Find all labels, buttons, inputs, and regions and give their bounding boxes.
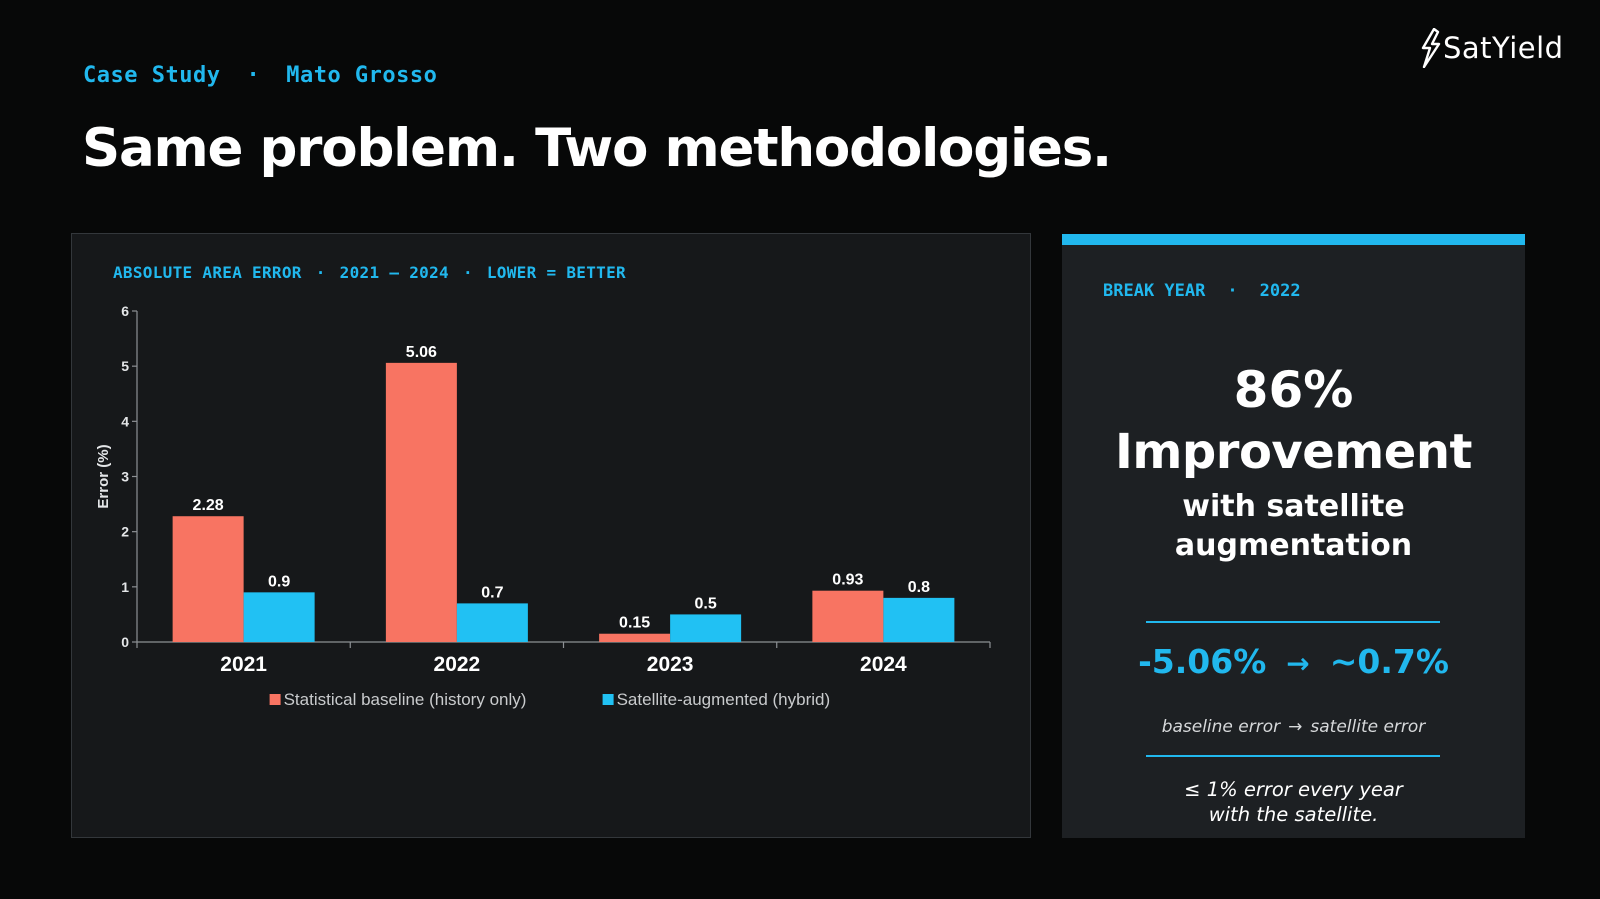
improvement-sublabel: with satellite augmentation [1062,487,1525,565]
eyebrow-category: Case Study [83,63,221,88]
improvement-value: 86% [1233,361,1354,419]
break-year-label: BREAK YEAR [1103,281,1206,301]
break-year-value: 2022 [1259,281,1301,301]
bar-value-label: 0.8 [908,579,930,596]
bar-value-label: 0.93 [832,572,863,589]
bar-value-label: 5.06 [406,344,437,361]
y-tick-label: 6 [121,303,129,319]
y-axis-label: Error (%) [95,444,112,508]
satellite-error-caption: satellite error [1310,717,1426,737]
y-tick-label: 5 [121,358,129,374]
y-tick-label: 0 [121,634,129,650]
improvement-panel: BREAK YEAR · 2022 86% Improvement with sat… [1062,234,1525,838]
bar-value-label: 0.9 [268,573,290,590]
satellite-error-value: ~0.7% [1329,642,1449,681]
y-tick-label: 3 [121,469,129,485]
arrow-right-icon: → [1288,717,1303,737]
baseline-error-caption: baseline error [1161,717,1281,737]
chart-caption-hint: LOWER = BETTER [486,263,626,282]
y-tick-label: 1 [121,579,129,595]
chart-caption: ABSOLUTE AREA ERROR · 2021 – 2024 · LOWER = … [113,263,626,282]
brand-logo: SatYield [1420,28,1564,68]
legend-swatch [602,694,614,705]
bar-baseline [599,633,671,642]
footnote: ≤ 1% error every year with the satellite… [1062,777,1525,827]
bar-satellite [243,592,315,642]
improvement-label: Improvement [1115,424,1472,480]
x-tick-label: 2024 [860,653,907,676]
error-chart-panel: ABSOLUTE AREA ERROR · 2021 – 2024 · LOWER = … [71,233,1031,838]
bar-value-label: 0.15 [619,615,650,632]
arrow-right-icon: → [1286,647,1310,680]
bar-baseline [385,362,457,642]
bar-value-label: 0.7 [481,584,503,601]
legend-label: Statistical baseline (history only) [284,690,527,709]
case-study-eyebrow: Case Study · Mato Grosso [83,63,437,88]
brand-name: SatYield [1443,31,1564,65]
eyebrow-location: Mato Grosso [286,63,438,88]
bar-value-label: 2.28 [193,497,224,514]
x-tick-label: 2021 [220,653,267,676]
footnote-line2: with the satellite. [1208,803,1379,826]
bar-satellite [670,614,742,642]
footnote-line1: ≤ 1% error every year [1184,778,1403,801]
chart-caption-separator: · [315,263,326,282]
break-year-separator: · [1227,281,1238,301]
error-comparison-caption: baseline error → satellite error [1062,717,1525,737]
y-tick-label: 4 [121,413,129,429]
legend-swatch [269,694,281,705]
panel-accent-bar [1062,234,1525,245]
break-year-eyebrow: BREAK YEAR · 2022 [1103,281,1301,301]
improvement-sublabel-line1: with satellite [1182,489,1405,524]
baseline-error-value: -5.06% [1138,642,1267,681]
y-tick-label: 2 [121,524,129,540]
error-comparison: -5.06% → ~0.7% [1062,642,1525,681]
x-tick-label: 2023 [647,653,694,676]
error-bar-chart: 0 1 2 3 4 5 6 Error (%) 2021 2.28 0.9 2022 5.06 0.7 20… [95,303,991,709]
bar-value-label: 0.5 [695,595,717,612]
chart-caption-separator: · [462,263,473,282]
bar-satellite [883,597,955,642]
x-tick-label: 2022 [434,653,481,676]
chart-caption-range: 2021 – 2024 [339,263,449,282]
eyebrow-separator: · [246,63,261,88]
bar-baseline [172,516,244,642]
chart-caption-metric: ABSOLUTE AREA ERROR [113,263,302,282]
divider-bottom [1146,755,1440,757]
divider-top [1146,621,1440,623]
improvement-sublabel-line2: augmentation [1174,528,1413,563]
page-title: Same problem. Two methodologies. [82,118,1112,179]
satellite-bolt-logo-icon [1421,28,1441,68]
bar-baseline [812,590,884,642]
legend-label: Satellite-augmented (hybrid) [617,690,831,709]
bar-satellite [456,603,528,642]
